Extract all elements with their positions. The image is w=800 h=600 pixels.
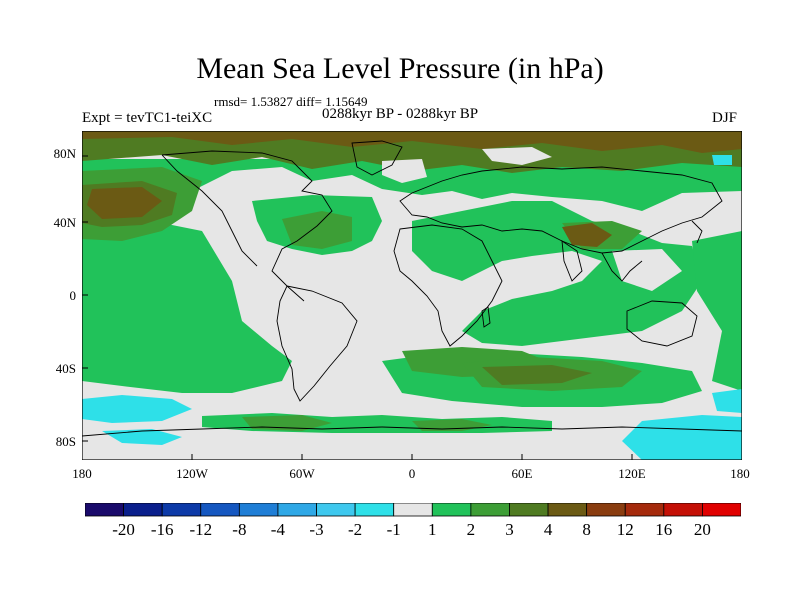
lon-tick-label: 180 — [730, 466, 750, 481]
lat-tick-label: 80N — [53, 146, 76, 161]
lon-tick-label: 60E — [511, 466, 533, 481]
rmsd-diff-stats: rmsd= 1.53827 diff= 1.15649 — [214, 94, 368, 109]
colorbar-swatch — [624, 503, 665, 517]
colorbar-label: -4 — [270, 520, 285, 539]
colorbar-label: -20 — [112, 520, 135, 539]
colorbar-swatch — [663, 503, 703, 517]
colorbar-label: 20 — [693, 520, 711, 539]
colorbar-label: -8 — [232, 520, 247, 539]
colorbar-label: -16 — [150, 520, 174, 539]
map-ticks — [82, 155, 633, 460]
lat-tick-label: 40N — [53, 215, 76, 230]
colorbar-swatch — [85, 503, 124, 517]
colorbar-label: 4 — [543, 520, 553, 539]
lon-tick-label: 120E — [618, 466, 646, 481]
colorbar-label: -2 — [348, 520, 363, 539]
colorbar-label: 3 — [505, 520, 514, 539]
lat-tick-label: 0 — [69, 288, 77, 303]
colorbar-label: 2 — [466, 520, 476, 539]
colorbar-swatch — [393, 503, 433, 517]
near-zero-patches — [222, 147, 682, 291]
experiment-label: Expt = tevTC1-teiXC — [82, 110, 213, 126]
colorbar-swatch — [470, 503, 510, 517]
colorbar-swatch — [702, 503, 741, 517]
lon-tick-label: 120W — [176, 466, 208, 481]
colorbar-swatch — [354, 503, 395, 517]
positive-4-8-regions — [82, 131, 742, 247]
lat-tick-label: 80S — [55, 434, 76, 449]
colorbar-label: 16 — [655, 520, 673, 539]
colorbar-swatch — [509, 503, 549, 517]
colorbar-swatch — [123, 503, 163, 517]
colorbar-swatch — [161, 503, 202, 517]
coastlines — [82, 140, 742, 437]
colorbar-swatch — [200, 503, 240, 517]
colorbar-label: -1 — [386, 520, 401, 539]
colorbar-swatch — [316, 503, 356, 517]
colorbar-label: -3 — [309, 520, 324, 539]
colorbar-label: 8 — [582, 520, 591, 539]
lon-tick-label: 180 — [72, 466, 92, 481]
season-label: DJF — [712, 110, 738, 126]
pressure-map — [82, 131, 742, 460]
period-label: 0288kyr BP - 0288kyr BP — [322, 106, 479, 122]
colorbar-swatch — [431, 503, 472, 517]
colorbar-swatch — [238, 503, 279, 517]
colorbar-label: 12 — [616, 520, 634, 539]
colorbar-swatch — [586, 503, 626, 517]
lon-tick-label: 0 — [408, 466, 416, 481]
colorbar-label: -12 — [189, 520, 213, 539]
colorbar — [85, 503, 741, 517]
lat-tick-label: 40S — [55, 361, 76, 376]
plot-title: Mean Sea Level Pressure (in hPa) — [196, 52, 604, 85]
colorbar-label: 1 — [428, 520, 437, 539]
lon-tick-label: 60W — [289, 466, 315, 481]
colorbar-swatch — [547, 503, 588, 517]
colorbar-swatch — [277, 503, 317, 517]
